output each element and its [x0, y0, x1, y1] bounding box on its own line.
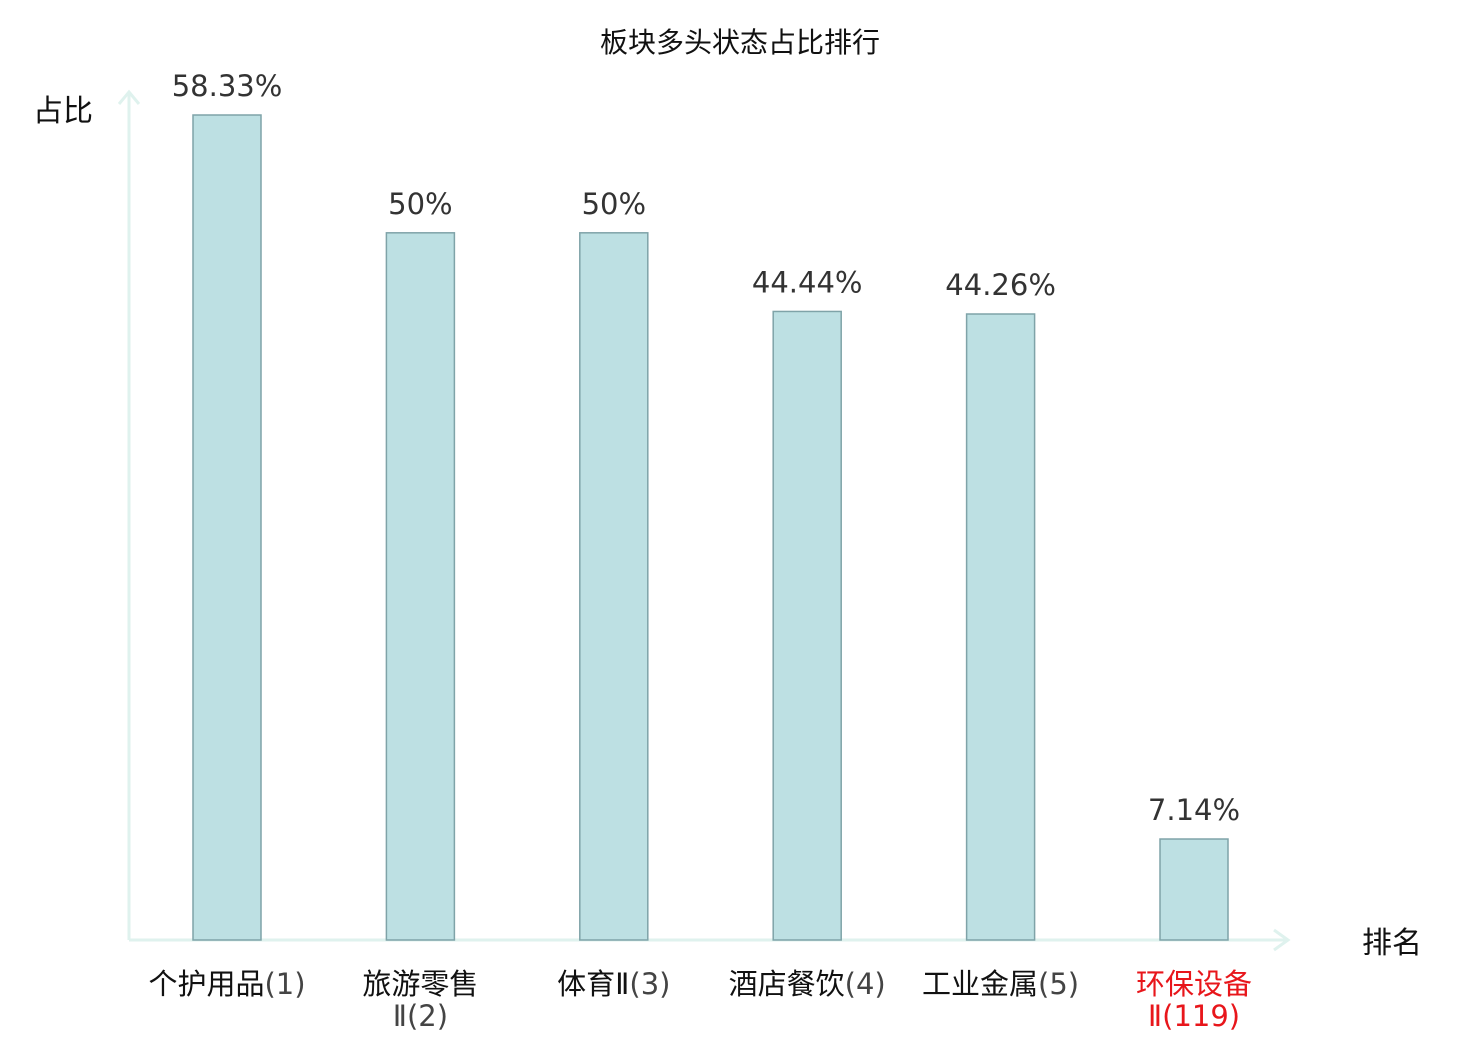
- category-rank: (4): [845, 967, 886, 1001]
- category-name: 个护用品: [148, 967, 264, 1001]
- bar-series: 58.33% 个护用品(1) 50% 旅游零售 Ⅱ(2) 50% 体育Ⅱ(3) 44.44% 酒…: [148, 69, 1252, 1033]
- y-axis-arrow-icon: [117, 89, 141, 105]
- bar: [192, 114, 262, 941]
- category-name: 工业金属: [922, 967, 1038, 1001]
- category-name: 环保设备: [1136, 967, 1252, 1001]
- bar: [965, 313, 1036, 941]
- x-axis-arrow-icon: [1273, 928, 1291, 952]
- data-label: 50%: [388, 187, 452, 221]
- category-name: 旅游零售: [362, 967, 478, 1001]
- category-rank: (5): [1038, 967, 1079, 1001]
- bar: [772, 310, 842, 941]
- category-rank: Ⅱ(2): [393, 999, 448, 1033]
- category-label: 个护用品(1): [148, 967, 305, 1001]
- category-label: 工业金属(5): [922, 967, 1079, 1001]
- category-label: 旅游零售 Ⅱ(2): [362, 967, 478, 1033]
- category-label: 环保设备 Ⅱ(119): [1136, 967, 1252, 1033]
- data-label: 50%: [582, 187, 646, 221]
- chart-title: 板块多头状态占比排行: [600, 26, 880, 59]
- category-label: 体育Ⅱ(3): [557, 967, 670, 1001]
- data-label: 44.26%: [945, 268, 1056, 302]
- x-axis-label: 排名: [1362, 926, 1422, 961]
- bar: [579, 232, 649, 941]
- category-label: 酒店餐饮(4): [729, 967, 886, 1001]
- bar: [385, 232, 456, 941]
- category-name: 酒店餐饮: [729, 967, 845, 1001]
- category-rank: Ⅱ(119): [1148, 999, 1240, 1033]
- data-label: 44.44%: [752, 265, 863, 299]
- category-rank: (1): [264, 967, 305, 1001]
- data-label: 7.14%: [1148, 793, 1240, 827]
- category-rank: (3): [629, 967, 670, 1001]
- data-label: 58.33%: [172, 69, 283, 103]
- y-axis-label: 占比: [33, 94, 93, 129]
- bar: [1159, 838, 1229, 941]
- category-name: 体育Ⅱ: [557, 967, 629, 1001]
